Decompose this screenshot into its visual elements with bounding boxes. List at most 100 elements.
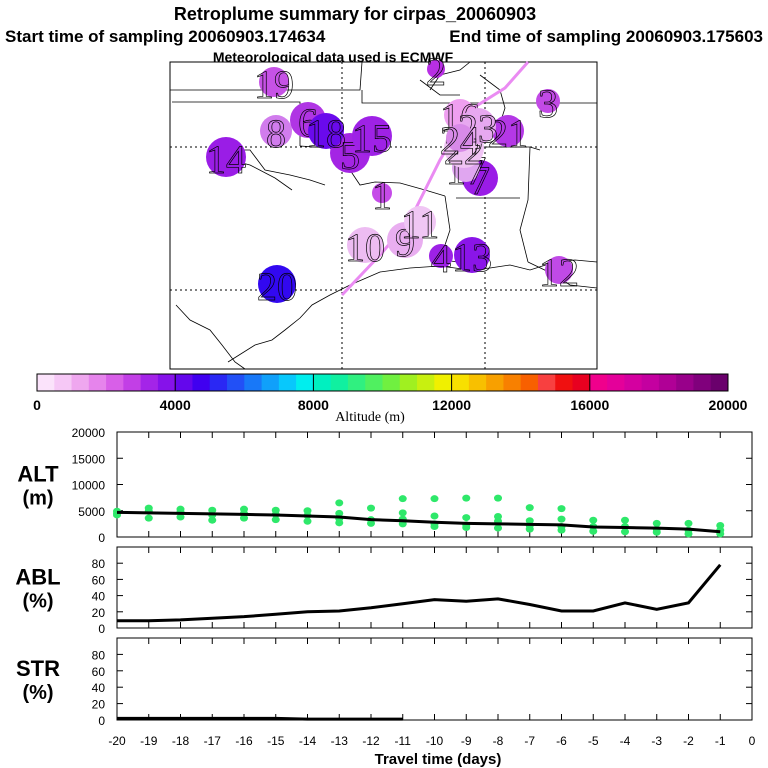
colorbar-swatch — [227, 374, 245, 391]
y-tick-label: 5000 — [78, 505, 105, 519]
plume-markers: 123456789101112131415161718192021222324 — [206, 49, 580, 310]
panel-alt: 0 5000 10000 15000 20000 ALT(m) — [17, 426, 753, 545]
panel-unit-str: (%) — [22, 682, 53, 704]
start-time-label: Start time of sampling 20060903.174634 — [5, 27, 326, 46]
particle-point — [335, 499, 344, 507]
panel-frame-abl — [116, 546, 753, 629]
particle-point — [335, 519, 344, 527]
colorbar-swatch — [641, 374, 660, 391]
plume-marker-24 — [446, 124, 474, 152]
plume-marker-10 — [347, 227, 383, 263]
x-axis-label: Travel time (days) — [375, 751, 502, 768]
plume-marker-20 — [258, 265, 296, 303]
colorbar-swatch — [693, 374, 712, 391]
plume-marker-label-24: 24 — [440, 118, 480, 163]
y-tick-label: 80 — [92, 648, 106, 662]
x-tick-label: -18 — [172, 734, 190, 748]
colorbar-swatch — [296, 374, 314, 391]
plume-marker-15 — [352, 116, 392, 156]
plume-marker-21 — [492, 115, 524, 147]
colorbar-swatch — [278, 374, 297, 391]
panel-abl: 0 20 40 60 80 ABL(%) — [15, 546, 753, 636]
particle-point — [589, 516, 598, 524]
panel-label-str: STR — [16, 656, 60, 681]
colorbar-swatch — [503, 374, 522, 391]
colorbar-swatch — [347, 374, 366, 391]
x-tick-label: -9 — [461, 734, 472, 748]
x-tick-label: -11 — [395, 734, 412, 748]
colorbar-swatch — [537, 374, 556, 391]
plume-marker-label-11: 11 — [401, 202, 440, 247]
plume-marker-18 — [308, 113, 344, 149]
panel-unit-abl: (%) — [22, 591, 53, 613]
colorbar-swatch — [417, 374, 435, 391]
colorbar-tick-label: 0 — [33, 397, 41, 413]
particle-point — [652, 519, 661, 527]
colorbar-swatches — [37, 374, 729, 391]
plume-marker-4 — [429, 244, 453, 268]
colorbar-swatch — [486, 374, 504, 391]
colorbar-swatch — [520, 374, 539, 391]
plume-marker-label-8: 8 — [266, 111, 286, 156]
colorbar-swatch — [624, 374, 643, 391]
particle-point — [684, 530, 693, 538]
plume-marker-label-19: 19 — [254, 62, 294, 107]
plume-marker-3 — [536, 89, 560, 113]
colorbar-tick-label: 20000 — [709, 397, 748, 413]
x-tick-label: -10 — [426, 734, 444, 748]
particle-point — [430, 495, 439, 503]
plume-marker-14 — [206, 137, 246, 177]
particle-point — [208, 516, 217, 524]
colorbar-swatch — [209, 374, 228, 391]
y-tick-label: 0 — [98, 531, 105, 545]
x-tick-label: -19 — [140, 734, 158, 748]
plume-marker-12 — [545, 256, 573, 284]
colorbar-swatch — [140, 374, 159, 391]
colorbar-swatch — [434, 374, 453, 391]
x-tick-label: 0 — [749, 734, 756, 748]
particle-point — [557, 515, 566, 523]
x-tick-label: -4 — [620, 734, 631, 748]
x-tick-label: -7 — [524, 734, 535, 748]
colorbar-swatch — [607, 374, 625, 391]
particle-point — [557, 526, 566, 534]
y-tick-label: 15000 — [72, 452, 106, 466]
particle-point — [462, 514, 471, 522]
colorbar-swatch — [658, 374, 677, 391]
colorbar-swatch — [88, 374, 107, 391]
colorbar-swatch — [244, 374, 263, 391]
plume-marker-19 — [259, 67, 289, 97]
particle-point — [462, 494, 471, 502]
x-tick-label: -2 — [683, 734, 694, 748]
plume-marker-label-15: 15 — [352, 116, 392, 161]
colorbar-swatch — [37, 374, 55, 391]
panel-unit-alt: (m) — [22, 488, 53, 510]
end-time-label: End time of sampling 20060903.175603 — [449, 27, 763, 46]
plume-marker-8 — [260, 115, 292, 147]
particle-point — [398, 495, 407, 503]
colorbar-swatch — [382, 374, 401, 391]
y-tick-label: 60 — [92, 665, 106, 679]
particle-point — [494, 524, 502, 532]
plume-marker-label-2: 2 — [426, 49, 446, 94]
x-tick-label: -5 — [588, 734, 599, 748]
colorbar-swatch — [676, 374, 694, 391]
map-panel: 123456789101112131415161718192021222324 — [169, 49, 598, 370]
plume-marker-2 — [427, 60, 445, 78]
series-line-alt — [116, 510, 721, 534]
colorbar-swatch — [451, 374, 470, 391]
colorbar-tick-label: 4000 — [160, 397, 191, 413]
colorbar-ticks: 0 4000 8000 12000 16000 20000 — [33, 374, 748, 413]
plume-marker-label-18: 18 — [306, 111, 346, 156]
x-tick-label: -13 — [331, 734, 349, 748]
x-tick-label: -1 — [715, 734, 726, 748]
map-frame — [169, 61, 598, 370]
plume-marker-label-14: 14 — [206, 137, 246, 182]
particle-point — [621, 516, 629, 524]
colorbar-swatch — [313, 374, 332, 391]
colorbar-label: Altitude (m) — [335, 410, 405, 425]
particle-point — [271, 516, 280, 524]
particle-point — [494, 494, 502, 502]
